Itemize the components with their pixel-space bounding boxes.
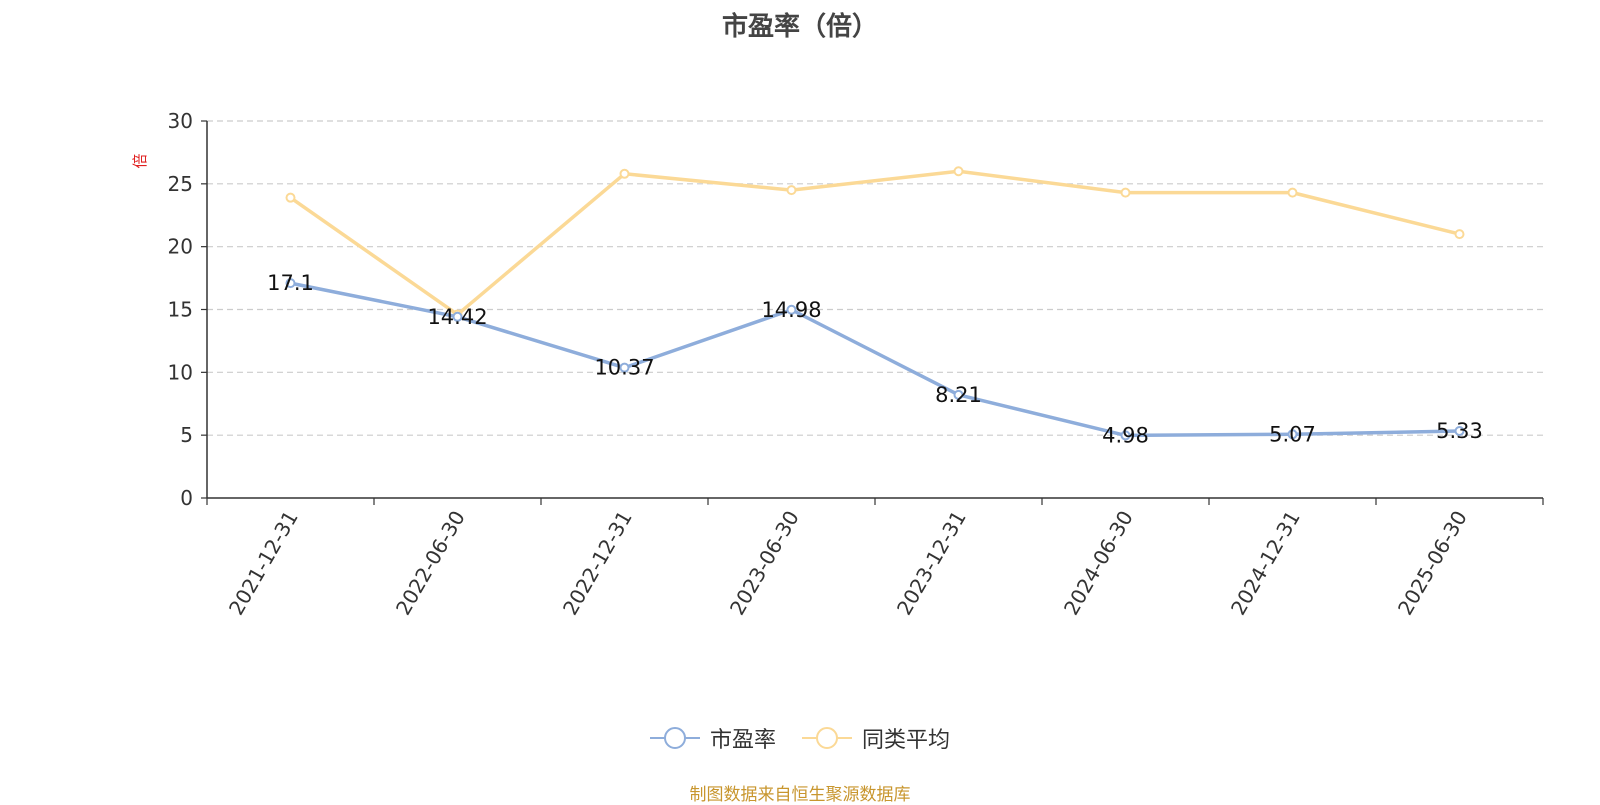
y-tick-label: 20	[168, 235, 193, 259]
x-tick-label: 2021-12-31	[224, 507, 303, 620]
data-label: 14.42	[427, 305, 487, 329]
data-point-0	[1287, 429, 1298, 440]
x-tick-label: 2023-12-31	[892, 507, 971, 620]
data-label: 14.98	[761, 298, 821, 322]
y-tick-label: 25	[168, 172, 193, 196]
data-point-1	[1287, 187, 1298, 198]
data-point-0	[619, 362, 630, 373]
data-point-0	[1120, 430, 1131, 441]
x-tick-label: 2023-06-30	[725, 507, 804, 620]
legend-marker-pe-icon	[649, 727, 700, 749]
data-point-1	[953, 166, 964, 177]
x-tick-label: 2022-12-31	[558, 507, 637, 620]
data-label: 8.21	[935, 383, 982, 407]
y-unit-label: 倍	[131, 153, 149, 168]
legend-marker-peer-avg-icon	[802, 727, 852, 749]
x-tick-label: 2024-12-31	[1226, 507, 1305, 620]
y-tick-label: 15	[168, 298, 193, 322]
y-tick-label: 0	[180, 486, 193, 510]
series-line-1	[289, 169, 1460, 317]
chart-title: 市盈率（倍）	[721, 12, 878, 42]
data-point-1	[786, 185, 797, 196]
data-point-0	[1454, 426, 1465, 437]
data-label: 4.98	[1102, 423, 1149, 447]
data-point-0	[452, 311, 463, 322]
data-point-1	[1120, 187, 1131, 198]
y-tick-label: 5	[180, 423, 193, 447]
x-tick-label: 2022-06-30	[391, 507, 470, 620]
data-label: 10.37	[594, 356, 654, 380]
legend-label-peer-avg: 同类平均	[862, 728, 951, 753]
source-footer: 制图数据来自恒生聚源数据库	[689, 785, 911, 805]
legend-label-pe: 市盈率	[709, 728, 776, 753]
series-line-0	[290, 281, 1460, 438]
data-point-1	[285, 192, 296, 203]
x-tick-label: 2024-06-30	[1059, 507, 1138, 620]
data-point-1	[1454, 229, 1465, 240]
y-tick-label: 30	[168, 109, 193, 133]
data-label: 17.1	[267, 271, 314, 295]
legend-item-peer-avg[interactable]: 同类平均	[802, 722, 950, 754]
chart-legend: 市盈率 同类平均	[0, 722, 1600, 754]
data-point-0	[953, 389, 964, 400]
data-point-0	[285, 278, 296, 289]
data-label: 5.33	[1436, 419, 1483, 443]
legend-item-pe[interactable]: 市盈率	[649, 722, 776, 754]
data-point-0	[786, 304, 797, 315]
data-point-1	[619, 168, 630, 179]
data-label: 5.07	[1269, 422, 1316, 446]
x-tick-label: 2025-06-30	[1393, 507, 1472, 620]
y-tick-label: 10	[168, 360, 193, 384]
